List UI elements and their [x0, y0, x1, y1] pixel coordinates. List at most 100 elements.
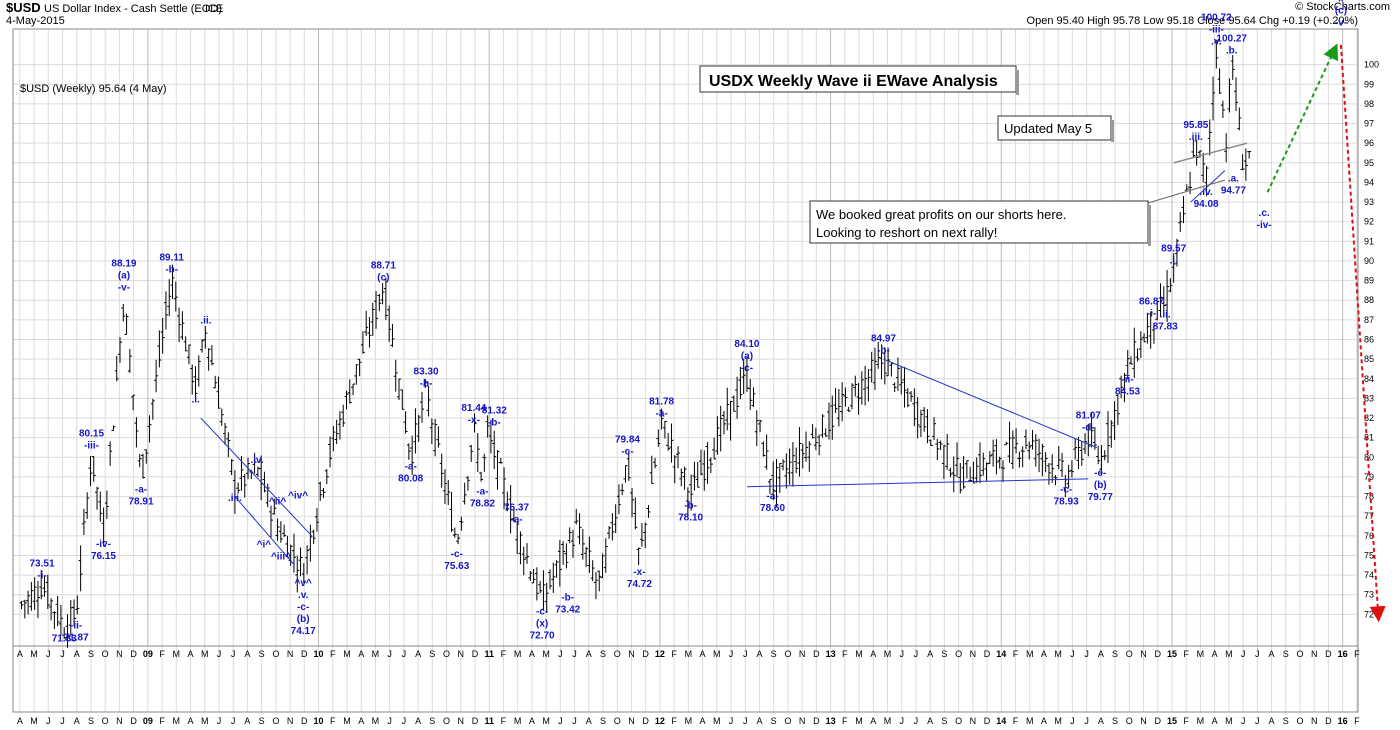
time-tick-label: A	[700, 649, 706, 659]
wave-label: -a-	[135, 485, 147, 496]
wave-label: 76.15	[91, 551, 116, 562]
price-tick-label: 76	[1364, 531, 1374, 541]
wave-label: 87.83	[1153, 322, 1178, 333]
wave-label: -v-	[1335, 17, 1347, 28]
wave-label: 88.71	[371, 260, 396, 271]
time-tick-label-bottom: J	[387, 716, 392, 726]
time-tick-label-bottom: M	[855, 716, 863, 726]
trendline	[1190, 170, 1226, 203]
time-tick-label-bottom: N	[458, 716, 465, 726]
time-tick-label: M	[343, 649, 351, 659]
wave-label: -c-	[621, 446, 633, 457]
time-tick-label: F	[330, 649, 336, 659]
price-tick-label: 100	[1364, 60, 1379, 70]
time-tick-label-bottom: J	[1241, 716, 1246, 726]
time-tick-label: N	[458, 649, 465, 659]
time-tick-label-bottom: J	[217, 716, 222, 726]
time-tick-label: J	[743, 649, 748, 659]
chart-grid	[13, 29, 1358, 712]
time-tick-label-bottom: 12	[655, 716, 665, 726]
wave-label: 81.78	[649, 396, 674, 407]
time-tick-label-bottom: D	[642, 716, 649, 726]
time-tick-label: D	[1325, 649, 1332, 659]
price-tick-label: 97	[1364, 119, 1374, 129]
sub-wave-label: ^i^	[257, 540, 272, 551]
time-tick-label-bottom: M	[173, 716, 181, 726]
time-tick-label: M	[30, 649, 38, 659]
wave-label: (a)	[118, 271, 130, 282]
time-tick-label: A	[415, 649, 421, 659]
plot-area	[12, 28, 1359, 713]
time-tick-label: J	[899, 649, 904, 659]
time-tick-label-bottom: S	[600, 716, 606, 726]
time-tick-label: N	[970, 649, 977, 659]
time-tick-label-bottom: A	[244, 716, 250, 726]
sub-wave-label: ^ii^	[269, 496, 286, 507]
time-tick-label-bottom: 11	[484, 716, 494, 726]
time-tick-label: A	[188, 649, 194, 659]
time-tick-label: 11	[484, 649, 494, 659]
analysis-title: USDX Weekly Wave ii EWave Analysis	[709, 73, 998, 90]
time-tick-label: S	[941, 649, 947, 659]
updated-date: Updated May 5	[1004, 121, 1092, 136]
price-tick-label: 82	[1364, 413, 1374, 423]
time-tick-label-bottom: J	[1255, 716, 1260, 726]
ohlc-readout: Open 95.40 High 95.78 Low 95.18 Close 95…	[1027, 15, 1358, 27]
time-tick-label: 14	[996, 649, 1006, 659]
wave-label: 100.72	[1201, 12, 1232, 23]
time-tick-label-bottom: F	[1013, 716, 1019, 726]
wave-label: .v.	[1211, 36, 1222, 47]
price-tick-label: 75	[1364, 550, 1374, 560]
price-tick-label: 83	[1364, 393, 1374, 403]
price-tick-label: 72	[1364, 609, 1374, 619]
time-tick-label-bottom: 09	[143, 716, 153, 726]
time-tick-label: A	[17, 649, 23, 659]
time-tick-label: S	[88, 649, 94, 659]
note-line-2: Looking to reshort on next rally!	[816, 225, 997, 240]
time-tick-label: N	[116, 649, 123, 659]
projection-up	[1266, 43, 1338, 193]
wave-label: -b-	[684, 501, 697, 512]
time-tick-label-bottom: A	[1212, 716, 1218, 726]
time-tick-label: 12	[655, 649, 665, 659]
time-tick-label: M	[173, 649, 181, 659]
time-tick-label: 16	[1338, 649, 1348, 659]
price-tick-label: 84	[1364, 374, 1374, 384]
wave-label: 73.42	[555, 604, 580, 615]
time-tick-label: D	[642, 649, 649, 659]
wave-label: -a-	[766, 491, 778, 502]
time-tick-label: F	[842, 649, 848, 659]
time-tick-label-bottom: M	[343, 716, 351, 726]
wave-label: 79.84	[615, 434, 640, 445]
time-tick-label: O	[1296, 649, 1303, 659]
wave-label: 78.91	[128, 497, 153, 508]
time-tick-label-bottom: S	[1283, 716, 1289, 726]
time-tick-label: N	[799, 649, 806, 659]
time-tick-label: J	[1084, 649, 1089, 659]
time-tick-label: M	[713, 649, 721, 659]
time-tick-label-bottom: S	[941, 716, 947, 726]
time-tick-label: J	[46, 649, 51, 659]
time-tick-label-bottom: 10	[314, 716, 324, 726]
wave-label: 74.72	[627, 579, 652, 590]
time-tick-label-bottom: O	[443, 716, 450, 726]
time-tick-label-bottom: F	[501, 716, 507, 726]
time-tick-label-bottom: O	[102, 716, 109, 726]
time-tick-label: O	[1126, 649, 1133, 659]
trendlines	[200, 142, 1248, 566]
title-annotation: USDX Weekly Wave ii EWave Analysis	[699, 65, 1019, 95]
time-tick-label-bottom: 13	[826, 716, 836, 726]
time-tick-label-bottom: A	[700, 716, 706, 726]
wave-label: -a-	[510, 515, 522, 526]
wave-label: 71.33	[52, 634, 77, 645]
price-tick-label: 91	[1364, 236, 1374, 246]
wave-label: -iii-	[1209, 24, 1224, 35]
time-tick-label-bottom: A	[870, 716, 876, 726]
time-tick-label: S	[771, 649, 777, 659]
time-tick-label: M	[1054, 649, 1062, 659]
time-tick-label-bottom: S	[259, 716, 265, 726]
time-tick-label-bottom: M	[713, 716, 721, 726]
wave-label: 80.08	[398, 474, 423, 485]
time-tick-label-bottom: M	[685, 716, 693, 726]
